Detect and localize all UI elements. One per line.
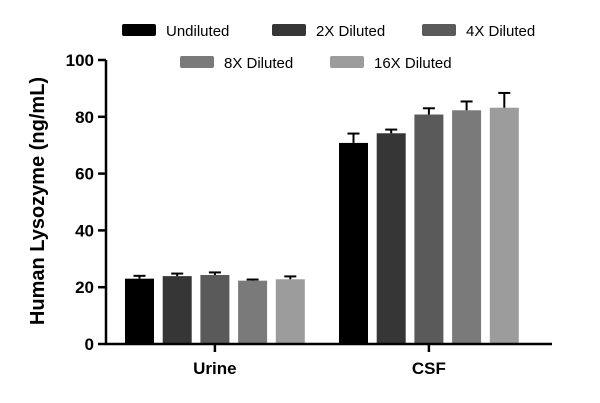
error-bars bbox=[133, 91, 511, 281]
legend-swatch-3 bbox=[422, 24, 456, 36]
axes: 0 20 40 60 80 100 Urine CSF bbox=[66, 51, 552, 378]
bar-urine-1 bbox=[125, 278, 154, 344]
legend-label-2: 2X Diluted bbox=[316, 23, 385, 40]
y-tick-label: 80 bbox=[75, 108, 94, 127]
bars bbox=[125, 107, 519, 344]
bar-csf-2 bbox=[376, 133, 406, 344]
legend-label-1: Undiluted bbox=[166, 23, 229, 40]
x-category-label-csf: CSF bbox=[412, 359, 446, 378]
y-tick-label: 60 bbox=[75, 165, 94, 184]
y-axis-label: Human Lysozyme (ng/mL) bbox=[27, 77, 49, 325]
legend-label-5: 16X Diluted bbox=[374, 55, 452, 72]
legend-label-4: 8X Diluted bbox=[224, 55, 293, 72]
bar-urine-5 bbox=[275, 279, 305, 344]
bar-urine-3 bbox=[200, 274, 230, 344]
legend-swatch-5 bbox=[330, 56, 364, 68]
legend-swatch-2 bbox=[272, 24, 306, 36]
legend-label-3: 4X Diluted bbox=[466, 23, 535, 40]
bar-urine-4 bbox=[238, 280, 268, 344]
legend: Undiluted 2X Diluted 4X Diluted 8X Diluted 1… bbox=[122, 23, 535, 72]
bar-csf-5 bbox=[489, 107, 519, 344]
y-tick-label: 0 bbox=[85, 335, 94, 354]
y-tick-label: 40 bbox=[75, 221, 94, 240]
bar-csf-4 bbox=[452, 110, 482, 344]
legend-swatch-4 bbox=[180, 56, 214, 68]
y-tick-label: 20 bbox=[75, 278, 94, 297]
bar-csf-1 bbox=[339, 142, 368, 344]
bar-csf-3 bbox=[414, 114, 444, 344]
y-tick-label: 100 bbox=[66, 51, 94, 70]
legend-swatch-1 bbox=[122, 24, 156, 36]
bar-urine-2 bbox=[162, 276, 192, 344]
x-category-label-urine: Urine bbox=[193, 359, 236, 378]
